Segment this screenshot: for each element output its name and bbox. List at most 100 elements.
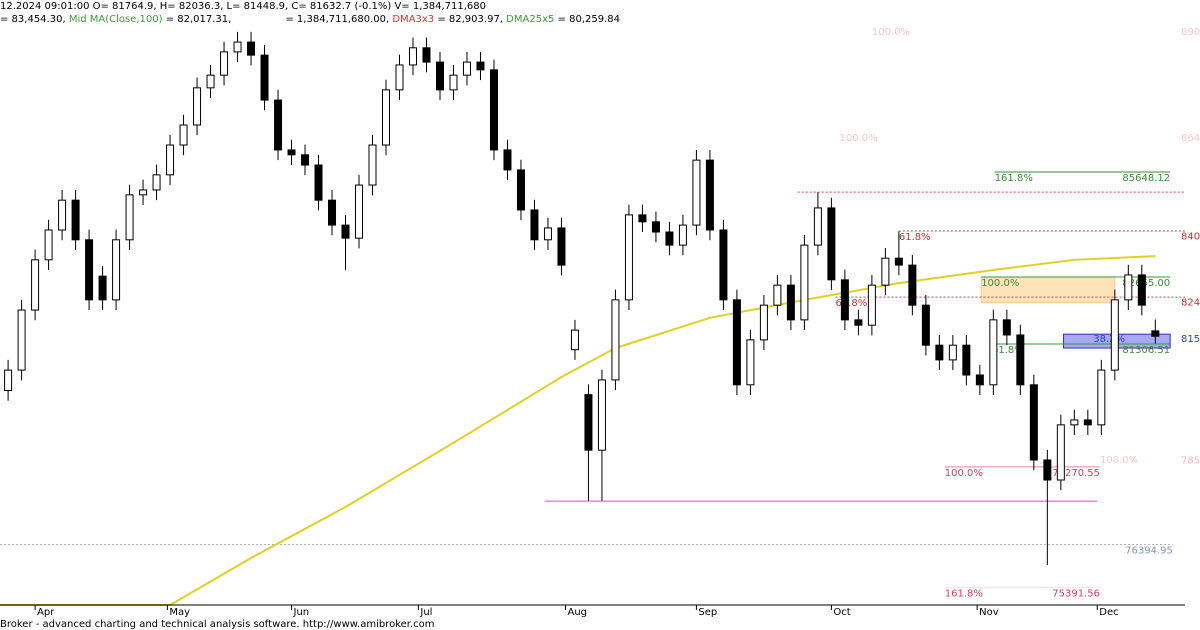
candle-body	[98, 275, 107, 301]
candle-body	[908, 264, 917, 306]
candle-body	[476, 61, 485, 71]
candle-body	[44, 229, 53, 261]
level-label: 61.8%	[992, 345, 1024, 356]
x-tick-label: Jul	[419, 607, 432, 618]
candle-body	[948, 344, 957, 361]
header-line2: = 83,454.30, Mid MA(Close,100) = 82,017.…	[0, 14, 620, 25]
level-label: 100.0%	[981, 278, 1019, 289]
candle-body	[287, 149, 296, 156]
annotation: 38.2%	[1093, 334, 1125, 345]
candle-body	[543, 227, 552, 241]
candle-body	[867, 284, 876, 326]
legend-part: = 80,259.84	[554, 14, 620, 25]
candle-body	[341, 224, 350, 239]
candle-body	[233, 41, 242, 53]
candle-body	[489, 69, 498, 151]
candle-body	[624, 214, 633, 301]
legend-part: DMA25x5	[506, 14, 554, 25]
candle-body	[193, 87, 202, 126]
candle-body	[800, 244, 809, 321]
y-tick-label: 8407	[1181, 232, 1200, 243]
candle-body	[314, 164, 323, 201]
footer: Broker - advanced charting and technical…	[0, 619, 435, 630]
candle-body	[516, 169, 525, 211]
candle-body	[1124, 274, 1133, 301]
candle-body	[85, 239, 94, 301]
candle-body	[1137, 274, 1146, 306]
candle-body	[827, 207, 836, 281]
candle-body	[260, 54, 269, 101]
candle-body	[746, 339, 755, 386]
candle-body	[382, 89, 391, 146]
legend-part: = 83,454.30,	[0, 14, 69, 25]
legend-part: = 82,903.97,	[434, 14, 506, 25]
level-label: 61.8%	[835, 298, 867, 309]
candle-body	[719, 229, 728, 301]
candle-body	[1056, 424, 1065, 481]
candle-body	[1016, 334, 1025, 386]
candle-body	[935, 344, 944, 361]
x-tick-label: Aug	[568, 607, 588, 618]
candle-body	[840, 279, 849, 321]
candle-body	[1029, 384, 1038, 461]
candle-body	[1083, 419, 1092, 426]
candle-body	[71, 199, 80, 241]
x-tick-label: Sep	[698, 607, 717, 618]
legend-part: DMA3x3	[392, 14, 434, 25]
x-tick-label: Dec	[1099, 607, 1118, 618]
candle-body	[1002, 319, 1011, 336]
candle-body	[435, 61, 444, 91]
candle-body	[17, 309, 26, 371]
candle-body	[1110, 299, 1119, 371]
candle-body	[31, 259, 40, 311]
level-label: 61.8%	[899, 232, 931, 243]
candle-body	[611, 299, 620, 381]
candle-body	[247, 41, 256, 56]
candle-body	[449, 74, 458, 91]
candle-body	[125, 194, 134, 241]
annotation: 100.0%	[839, 133, 877, 144]
candle-body	[503, 149, 512, 171]
level-value: 82665.00	[1122, 278, 1170, 289]
candle-body	[112, 239, 121, 301]
candle-body	[665, 231, 674, 246]
candle-body	[557, 227, 566, 266]
candle-body	[4, 369, 13, 392]
candle-body	[1097, 369, 1106, 426]
level-label: 161.8%	[995, 173, 1033, 184]
candle-body	[166, 144, 175, 176]
candle-body	[58, 199, 67, 231]
candle-body	[813, 207, 822, 246]
annotation: 100.0%	[872, 27, 910, 38]
candle-body	[570, 329, 579, 351]
candle-body	[274, 99, 283, 151]
candle-body	[368, 144, 377, 186]
y-tick-label: 8907	[1181, 27, 1200, 38]
candle-body	[651, 221, 660, 233]
level-value: 78270.55	[1052, 468, 1100, 479]
candle-body	[759, 304, 768, 341]
candle-body	[597, 379, 606, 451]
candle-body	[786, 284, 795, 321]
candle-body	[638, 214, 647, 223]
level-label: 161.8%	[945, 588, 983, 599]
candle-body	[962, 344, 971, 376]
candle-body	[408, 47, 417, 66]
candle-body	[692, 159, 701, 226]
level-value: 75391.56	[1052, 588, 1100, 599]
level-label: 100.0%	[945, 468, 983, 479]
candle-body	[921, 304, 930, 346]
candle-body	[395, 64, 404, 91]
x-tick-label: Jun	[293, 607, 310, 618]
candle-body	[894, 257, 903, 266]
candle-body	[881, 257, 890, 286]
candle-body	[975, 374, 984, 386]
y-tick-label: 7859	[1181, 455, 1200, 466]
candle-body	[1043, 459, 1052, 481]
x-tick-label: May	[169, 607, 190, 618]
candle-body	[1070, 419, 1079, 426]
candle-body	[328, 199, 337, 226]
